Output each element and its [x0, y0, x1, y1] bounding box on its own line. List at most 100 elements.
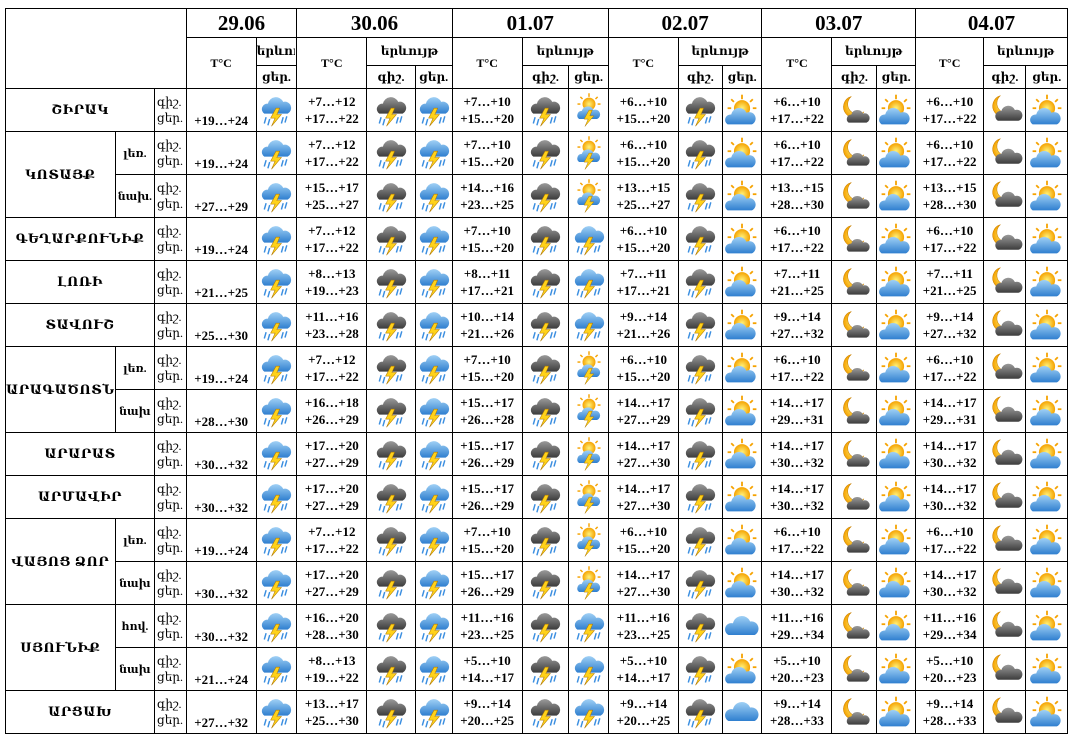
icon-cell [721, 88, 763, 132]
weather-icon [1029, 479, 1065, 515]
night-label: գիշ. [157, 95, 182, 109]
icon-cell [568, 518, 609, 562]
weather-icon [724, 221, 760, 257]
day-label: ցեր. [157, 713, 184, 727]
night-temp: +15…+17 [460, 481, 515, 496]
weather-icon [836, 135, 872, 171]
day-temp: +21…+25 [194, 285, 249, 300]
weather-icon [416, 608, 452, 644]
icon-cell [831, 389, 878, 433]
region-name: ՍՅՈՒՆԻՔ [5, 604, 116, 691]
weather-icon [878, 92, 914, 128]
icon-cell [831, 131, 878, 175]
day-temp: +19…+24 [194, 156, 249, 171]
weather-icon [416, 393, 452, 429]
weather-icon [878, 608, 914, 644]
phenomenon-header: երևույթ [983, 37, 1068, 66]
icon-cell [414, 217, 453, 261]
icon-cell [366, 432, 416, 476]
icon-cell [1025, 303, 1068, 347]
day-temp: +20…+25 [616, 713, 671, 728]
temperature: +19…+24 [185, 518, 257, 562]
temperature: +7…+12 +17…+22 [296, 217, 368, 261]
icon-cell [831, 260, 878, 304]
subregion-name: նախ [114, 389, 156, 433]
day-temp: +27…+32 [194, 715, 249, 730]
weather-icon [878, 221, 914, 257]
icon-cell [366, 346, 416, 390]
temperature: +11…+16 +23…+25 [451, 604, 523, 648]
date-header: 01.07 [451, 8, 609, 38]
icon-cell [983, 432, 1027, 476]
temperature: +6…+10 +17…+22 [761, 518, 833, 562]
temperature: +7…+10 +15…+20 [451, 518, 523, 562]
weather-icon [258, 307, 294, 343]
temperature: +7…+10 +15…+20 [451, 217, 523, 261]
icon-cell [677, 432, 723, 476]
weather-icon [1029, 522, 1065, 558]
temperature: +7…+11 +17…+21 [607, 260, 679, 304]
icon-cell [521, 647, 570, 691]
subregion-name: նախ. [114, 174, 156, 218]
icon-cell [414, 174, 453, 218]
icon-cell [568, 690, 609, 734]
day-temp: +30…+32 [194, 629, 249, 644]
icon-cell [1025, 131, 1068, 175]
weather-icon [878, 178, 914, 214]
temperature: +14…+17 +27…+29 [607, 389, 679, 433]
weather-icon [724, 393, 760, 429]
night-temp: +7…+12 [308, 223, 356, 238]
icon-cell [414, 131, 453, 175]
temperature: +6…+10 +15…+20 [607, 217, 679, 261]
weather-icon [416, 221, 452, 257]
night-temp: +14…+17 [922, 395, 977, 410]
icon-cell [414, 561, 453, 605]
icon-cell [983, 174, 1027, 218]
icon-cell [366, 88, 416, 132]
weather-icon [373, 608, 409, 644]
icon-cell [568, 260, 609, 304]
icon-cell [876, 131, 917, 175]
phenomenon-label: երևույթ [691, 44, 749, 58]
weather-icon [682, 522, 718, 558]
phenomenon-header: երևույթ [255, 37, 298, 66]
weather-icon [724, 436, 760, 472]
night-header: գիշ. [831, 65, 878, 89]
weather-icon [1029, 307, 1065, 343]
day-temp: +30…+32 [770, 584, 824, 599]
icon-cell [677, 518, 723, 562]
icon-cell [521, 561, 570, 605]
temperature: +19…+24 [185, 346, 257, 390]
temperature: +9…+14 +28…+33 [761, 690, 833, 734]
weather-icon [682, 608, 718, 644]
weather-icon [416, 694, 452, 730]
night-temp: +6…+10 [925, 524, 974, 539]
temperature: +21…+24 [185, 647, 257, 691]
temperature: +10…+14 +21…+26 [451, 303, 523, 347]
icon-cell [521, 518, 570, 562]
temperature: +6…+10 +17…+22 [761, 217, 833, 261]
icon-cell [876, 346, 917, 390]
day-temp: +15…+20 [460, 240, 515, 255]
day-temp: +17…+22 [304, 541, 359, 556]
icon-cell [721, 174, 763, 218]
icon-cell [366, 389, 416, 433]
weather-icon [527, 307, 563, 343]
icon-cell [366, 260, 416, 304]
weather-icon [571, 694, 607, 730]
icon-cell [414, 346, 453, 390]
weather-icon [527, 694, 563, 730]
icon-cell [255, 561, 298, 605]
night-temp: +7…+12 [308, 352, 356, 367]
header-row: ցեր. գիշ. ցեր. գիշ. ցեր. գիշ. ցեր. գիշ. ցեր. գիշ.… [6, 65, 1068, 89]
night-label: գիշ. [157, 224, 182, 238]
day-label: ցեր. [157, 412, 184, 426]
weather-icon [373, 178, 409, 214]
weather-icon [878, 307, 914, 343]
icon-cell [568, 432, 609, 476]
weather-icon [416, 92, 452, 128]
temperature: +9…+14 +20…+25 [451, 690, 523, 734]
night-temp: +7…+11 [926, 266, 973, 281]
period-labels: գիշ. ցեր. [154, 389, 187, 433]
day-temp: +26…+28 [460, 412, 515, 427]
